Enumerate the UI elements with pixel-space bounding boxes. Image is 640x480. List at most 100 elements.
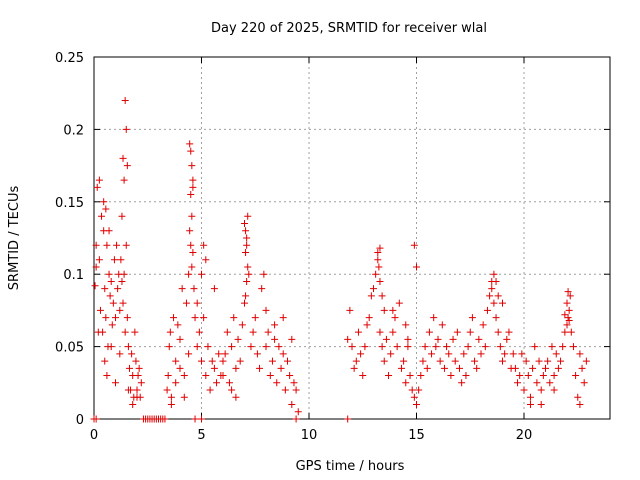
data-point: [232, 364, 240, 372]
x-tick-label: 15: [408, 428, 425, 443]
data-point: [374, 248, 382, 256]
data-point: [410, 393, 418, 401]
y-tick-label: 0.05: [55, 341, 84, 356]
data-point: [344, 415, 352, 423]
data-point: [434, 335, 442, 343]
data-point: [374, 256, 382, 264]
data-point: [166, 328, 174, 336]
data-point: [120, 270, 128, 278]
data-point: [189, 248, 197, 256]
data-point: [202, 372, 210, 380]
data-point: [116, 350, 124, 358]
data-point: [132, 357, 140, 365]
data-point: [170, 314, 178, 322]
data-point: [505, 328, 513, 336]
data-point: [481, 343, 489, 351]
data-point: [99, 328, 107, 336]
data-point: [202, 256, 210, 264]
data-point: [271, 321, 279, 329]
data-point: [288, 401, 296, 409]
axis-ticks: 0 0.05 0.1 0.15 0.2 0.25 0 5 10 15 20: [55, 51, 610, 443]
data-point: [219, 372, 227, 380]
data-point: [190, 285, 198, 293]
data-point: [105, 270, 113, 278]
data-point: [572, 372, 580, 380]
data-point: [533, 379, 541, 387]
x-tick-label: 5: [197, 428, 205, 443]
data-point: [91, 282, 99, 290]
data-point: [380, 306, 388, 314]
data-point: [410, 241, 418, 249]
data-point: [204, 343, 212, 351]
data-point: [249, 328, 257, 336]
data-point: [188, 162, 196, 170]
data-point: [225, 379, 233, 387]
data-point: [191, 415, 199, 423]
data-point: [492, 277, 500, 285]
data-point: [106, 292, 114, 300]
data-point: [180, 393, 188, 401]
data-point: [499, 357, 506, 365]
data-point: [262, 343, 270, 351]
data-point: [121, 96, 129, 104]
data-point: [552, 350, 560, 358]
data-point: [537, 401, 545, 409]
data-point: [406, 372, 414, 380]
data-point: [242, 227, 250, 235]
data-point: [494, 328, 502, 336]
data-point: [198, 357, 205, 365]
data-point: [565, 317, 573, 325]
data-point: [243, 234, 251, 242]
data-point: [574, 393, 582, 401]
data-point: [114, 285, 122, 293]
data-point: [95, 256, 103, 264]
data-point: [419, 357, 427, 365]
data-point: [550, 386, 558, 394]
data-point: [395, 299, 403, 307]
data-point: [518, 350, 526, 358]
data-points: [90, 96, 590, 423]
data-point: [242, 248, 250, 256]
data-point: [93, 183, 101, 191]
data-point: [447, 372, 455, 380]
data-point: [425, 328, 433, 336]
data-point: [438, 321, 446, 329]
data-point: [253, 350, 261, 358]
data-point: [243, 277, 251, 285]
data-point: [92, 415, 100, 423]
data-point: [228, 386, 236, 394]
data-point: [164, 372, 172, 380]
data-point: [503, 335, 511, 343]
data-point: [102, 205, 110, 213]
data-point: [213, 379, 221, 387]
data-point: [389, 328, 397, 336]
data-point: [191, 314, 199, 322]
data-point: [108, 321, 116, 329]
data-point: [256, 364, 264, 372]
data-point: [417, 372, 425, 380]
data-point: [193, 299, 201, 307]
data-point: [102, 314, 110, 322]
data-point: [382, 335, 390, 343]
data-point: [210, 285, 218, 293]
data-point: [380, 357, 388, 365]
data-point: [397, 364, 405, 372]
data-point: [95, 176, 103, 184]
data-point: [260, 270, 268, 278]
data-point: [116, 306, 124, 314]
data-point: [475, 335, 483, 343]
data-point: [98, 212, 106, 220]
data-point: [413, 263, 420, 271]
data-point: [473, 364, 481, 372]
data-point: [352, 357, 360, 365]
data-point: [363, 321, 371, 329]
data-point: [375, 263, 383, 271]
data-point: [247, 343, 255, 351]
data-point: [128, 350, 136, 358]
data-point: [232, 393, 240, 401]
data-point: [178, 285, 186, 293]
data-point: [365, 314, 373, 322]
data-point: [387, 350, 395, 358]
data-point: [215, 350, 223, 358]
